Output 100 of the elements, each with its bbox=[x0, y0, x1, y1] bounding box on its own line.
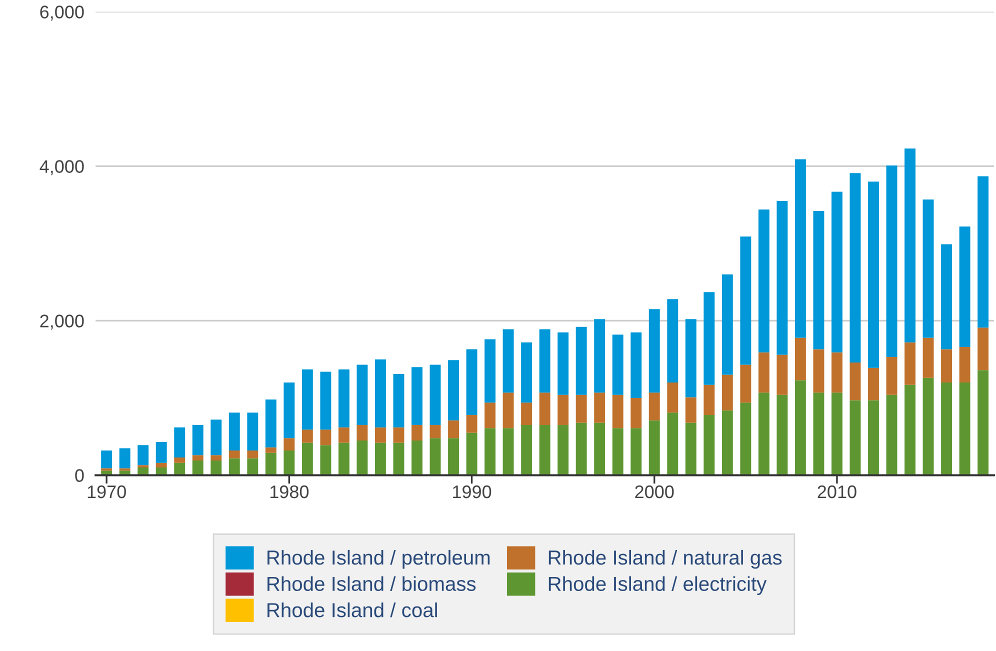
y-tick-label: 6,000 bbox=[40, 6, 84, 21]
bar bbox=[722, 374, 733, 410]
bar bbox=[850, 400, 861, 476]
bar bbox=[831, 192, 842, 352]
bar bbox=[119, 448, 130, 468]
bar bbox=[521, 342, 532, 403]
bar bbox=[630, 398, 642, 428]
bar bbox=[576, 326, 587, 395]
bar bbox=[850, 173, 861, 362]
bar bbox=[594, 422, 606, 476]
legend-label: Rhode Island / electricity bbox=[548, 576, 767, 595]
bar bbox=[320, 372, 332, 430]
bar bbox=[831, 392, 842, 476]
bar bbox=[959, 382, 970, 476]
bar bbox=[959, 226, 970, 347]
bar bbox=[922, 378, 934, 476]
bar bbox=[448, 360, 459, 420]
x-tick-label: 1990 bbox=[453, 485, 492, 498]
bar bbox=[922, 199, 934, 338]
bar bbox=[886, 394, 898, 476]
bar bbox=[904, 148, 916, 342]
bar bbox=[265, 400, 276, 448]
bar bbox=[630, 428, 642, 476]
bar bbox=[320, 430, 332, 446]
bar bbox=[685, 422, 696, 476]
bar bbox=[228, 450, 240, 458]
bar bbox=[868, 182, 879, 368]
bar bbox=[704, 414, 715, 476]
bar bbox=[192, 460, 204, 476]
bar bbox=[393, 427, 404, 443]
bar bbox=[978, 370, 989, 476]
bar bbox=[868, 400, 879, 476]
bar bbox=[374, 442, 386, 476]
bar bbox=[612, 394, 624, 428]
bar bbox=[356, 440, 368, 476]
bar bbox=[265, 447, 276, 453]
bar bbox=[156, 442, 167, 463]
bar bbox=[521, 402, 532, 426]
bar bbox=[667, 299, 678, 383]
legend-label: Rhode Island / biomass bbox=[268, 576, 476, 592]
bar bbox=[594, 392, 606, 423]
bar bbox=[502, 329, 514, 393]
bar bbox=[338, 442, 350, 476]
bar bbox=[430, 438, 441, 476]
bar bbox=[484, 402, 496, 428]
bar bbox=[758, 209, 770, 352]
bar bbox=[667, 412, 678, 476]
bar bbox=[284, 450, 295, 476]
bar bbox=[941, 349, 952, 383]
bar bbox=[630, 332, 642, 398]
bar bbox=[722, 410, 733, 476]
bar bbox=[740, 402, 752, 476]
bar bbox=[685, 319, 696, 398]
x-tick-label: 1970 bbox=[88, 485, 126, 498]
bar bbox=[302, 430, 313, 443]
bar bbox=[794, 338, 806, 380]
bar bbox=[539, 392, 550, 426]
bar bbox=[156, 462, 167, 468]
bar bbox=[502, 428, 514, 476]
bar bbox=[941, 244, 952, 350]
bar bbox=[430, 364, 441, 426]
bar bbox=[466, 349, 478, 415]
bar bbox=[922, 338, 934, 378]
bar bbox=[776, 394, 788, 476]
bar bbox=[685, 397, 696, 423]
bar bbox=[904, 342, 916, 385]
bar bbox=[758, 392, 770, 476]
bar bbox=[941, 382, 952, 476]
bar bbox=[558, 332, 569, 395]
bar bbox=[648, 420, 660, 476]
bar bbox=[776, 200, 788, 355]
bar bbox=[228, 412, 240, 451]
y-tick-label: 0 bbox=[75, 469, 84, 482]
bar bbox=[502, 392, 514, 428]
y-tick-label: 2,000 bbox=[40, 314, 84, 330]
bar bbox=[978, 328, 989, 370]
bar bbox=[594, 319, 606, 393]
bar bbox=[192, 425, 204, 456]
bar bbox=[612, 334, 624, 395]
bar bbox=[284, 382, 295, 438]
bar bbox=[412, 425, 422, 440]
bar bbox=[448, 438, 459, 476]
y-tick-label: 4,000 bbox=[40, 160, 84, 176]
bar bbox=[648, 309, 660, 393]
bar bbox=[320, 445, 332, 476]
legend-label: Rhode Island / petroleum bbox=[268, 550, 490, 569]
legend-label: Rhode Island / coal bbox=[268, 602, 437, 618]
bar bbox=[576, 394, 587, 423]
bar bbox=[521, 425, 532, 476]
bar bbox=[412, 440, 422, 476]
bar bbox=[740, 236, 752, 365]
bar bbox=[539, 329, 550, 393]
legend-label: Rhode Island / natural gas bbox=[548, 550, 782, 569]
x-tick-label: 1980 bbox=[270, 485, 309, 498]
bar bbox=[959, 346, 970, 383]
bar bbox=[174, 427, 186, 458]
x-tick-label: 2000 bbox=[635, 485, 674, 498]
bar bbox=[776, 354, 788, 395]
bar bbox=[210, 455, 222, 461]
bar bbox=[138, 465, 149, 468]
